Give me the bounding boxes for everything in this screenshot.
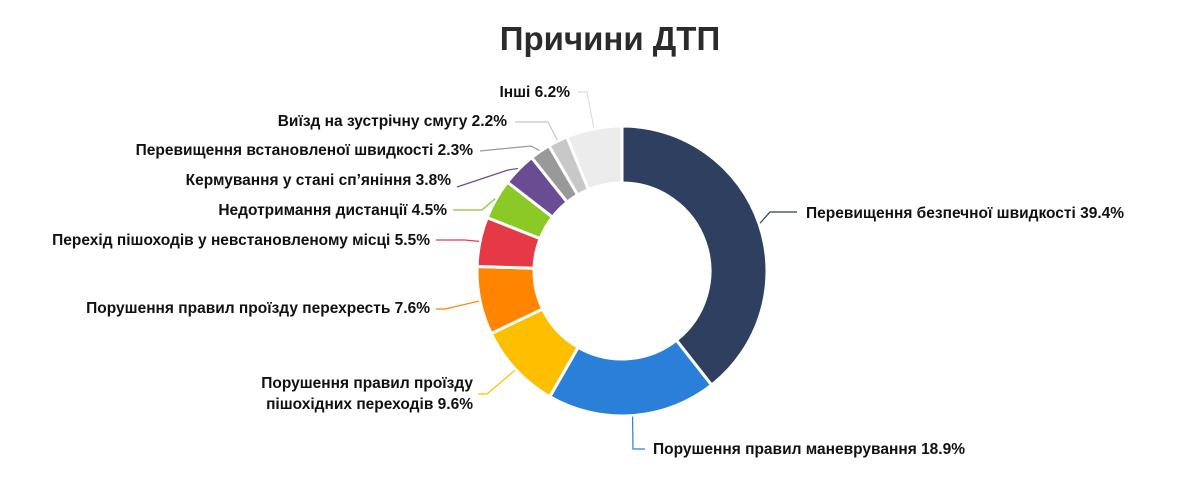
- label-crosswalks-line2: пішохідних переходів 9.6%: [266, 396, 473, 413]
- label-crosswalks: Порушення правил проїзду пішохідних перех…: [261, 373, 473, 415]
- connector-line-1: [631, 416, 645, 450]
- connector-line-6: [456, 167, 519, 188]
- connector-line-5: [453, 198, 496, 211]
- label-distance: Недотримання дистанції 4.5%: [218, 202, 447, 219]
- slice-0[interactable]: [620, 124, 769, 387]
- connector-line-2: [478, 369, 516, 395]
- connector-line-9: [578, 91, 595, 128]
- slice-9[interactable]: [565, 124, 624, 192]
- chart-title: Причини ДТП: [499, 20, 721, 57]
- connector-line-8: [515, 121, 558, 141]
- connector-line-3: [436, 300, 480, 310]
- label-safe-speed: Перевищення безпечної швидкості 39.4%: [806, 205, 1125, 222]
- label-oncoming: Виїзд на зустрічну смугу 2.2%: [277, 113, 507, 130]
- label-speed-limit: Перевищення встановленої швидкості 2.3%: [135, 142, 473, 159]
- connector-line-4: [436, 239, 480, 242]
- label-jaywalking: Перехід пішоходів у невстановленому місц…: [52, 232, 430, 249]
- label-crosswalks-line1: Порушення правил проїзду: [261, 375, 473, 392]
- label-drunk: Кермування у стані сп’яніння 3.8%: [185, 172, 451, 189]
- label-intersections: Порушення правил проїзду перехресть 7.6%: [86, 300, 430, 317]
- connector-line-0: [759, 211, 797, 224]
- label-other: Інші 6.2%: [499, 84, 570, 101]
- label-maneuvering: Порушення правил маневрування 18.9%: [653, 441, 966, 458]
- connector-line-7: [479, 145, 540, 152]
